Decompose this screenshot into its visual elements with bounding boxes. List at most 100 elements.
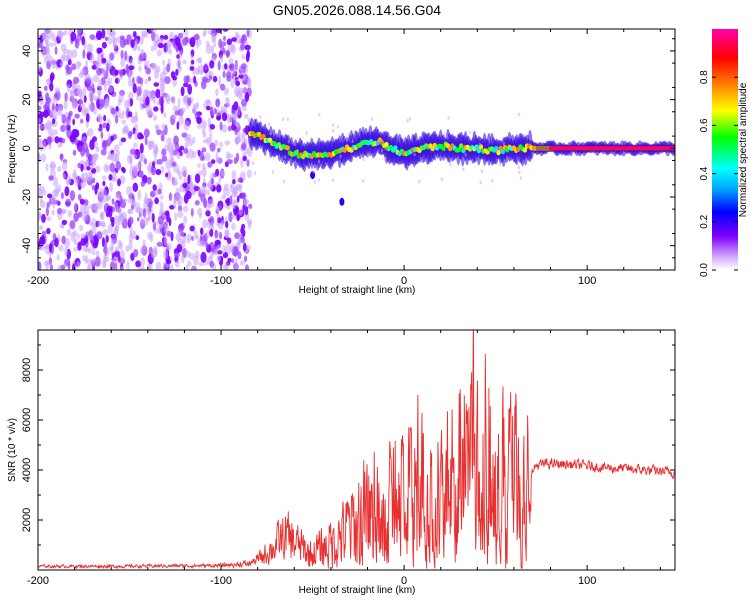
- noise-blob: [142, 208, 147, 218]
- noise-blob: [107, 63, 112, 70]
- noise-blob: [216, 184, 222, 193]
- noise-blob: [212, 75, 218, 83]
- x-tick-label: 0: [401, 575, 407, 587]
- colorbar-tick-label: 0.2: [699, 214, 710, 228]
- noise-blob: [192, 105, 196, 115]
- noise-blob: [186, 238, 191, 244]
- noise-blob: [74, 202, 78, 211]
- noise-blob: [75, 60, 81, 70]
- noise-blob: [221, 170, 225, 177]
- noise-blob: [182, 205, 189, 213]
- noise-blob: [182, 182, 188, 189]
- noise-blob: [177, 200, 181, 206]
- noise-blob: [162, 249, 169, 260]
- noise-blob: [107, 77, 113, 84]
- noise-blob: [85, 247, 89, 253]
- noise-blob: [172, 96, 176, 105]
- noise-blob: [246, 29, 250, 37]
- noise-blob: [235, 183, 241, 191]
- track-core-high: [578, 146, 581, 151]
- x-tick-label: 100: [578, 575, 596, 587]
- noise-blob: [63, 100, 68, 110]
- noise-blob: [115, 105, 119, 112]
- faint-speckle: [253, 171, 257, 175]
- faint-speckle: [408, 117, 411, 121]
- noise-blob: [160, 104, 164, 114]
- noise-blob: [166, 137, 172, 145]
- noise-blob: [184, 141, 189, 149]
- track-core-high: [554, 146, 558, 151]
- noise-blob: [91, 217, 97, 228]
- noise-blob: [214, 249, 219, 254]
- noise-blob: [39, 195, 43, 204]
- noise-blob: [139, 134, 144, 140]
- noise-blob: [231, 73, 235, 80]
- noise-blob: [119, 35, 125, 41]
- track-core-high: [579, 146, 583, 151]
- track-core-high: [556, 146, 559, 151]
- noise-blob: [155, 88, 161, 99]
- noise-blob: [97, 127, 103, 132]
- track-core-high: [572, 146, 576, 151]
- noise-blob: [158, 95, 162, 105]
- noise-blob: [225, 221, 229, 229]
- noise-blob: [197, 239, 203, 247]
- faint-speckle: [462, 167, 465, 171]
- noise-blob: [85, 113, 90, 123]
- noise-blob: [101, 29, 106, 39]
- noise-blob: [120, 58, 125, 68]
- noise-blob: [112, 175, 117, 182]
- noise-blob: [92, 136, 97, 143]
- noise-blob: [224, 63, 228, 70]
- noise-blob: [201, 163, 206, 170]
- noise-blob: [156, 129, 162, 136]
- noise-blob: [49, 82, 54, 92]
- noise-blob: [241, 142, 247, 151]
- track-core-high: [625, 146, 629, 151]
- faint-speckle: [271, 170, 275, 174]
- noise-blob: [203, 29, 207, 36]
- noise-blob: [159, 201, 164, 212]
- noise-blob: [219, 121, 223, 131]
- noise-blob: [223, 186, 226, 198]
- noise-blob: [172, 181, 179, 186]
- faint-speckle: [380, 148, 384, 153]
- noise-blob: [161, 148, 167, 157]
- noise-blob: [77, 145, 84, 153]
- noise-blob: [210, 172, 215, 182]
- noise-blob: [98, 221, 103, 227]
- noise-blob: [166, 243, 172, 251]
- faint-speckle: [449, 162, 452, 167]
- noise-blob: [214, 139, 219, 147]
- noise-blob: [60, 209, 66, 215]
- noise-blob: [205, 105, 211, 111]
- noise-blob: [60, 192, 64, 200]
- faint-speckle: [447, 116, 450, 120]
- noise-blob: [233, 246, 239, 257]
- noise-blob: [66, 83, 71, 93]
- noise-blob: [38, 105, 42, 111]
- noise-blob: [114, 250, 120, 258]
- noise-blob: [198, 261, 205, 267]
- track-core-high: [638, 146, 642, 151]
- noise-blob: [64, 258, 71, 267]
- noise-blob: [222, 244, 226, 254]
- noise-blob: [69, 134, 76, 143]
- x-tick-label: -200: [27, 275, 49, 287]
- noise-blob: [153, 69, 159, 80]
- faint-speckle: [259, 115, 262, 119]
- noise-blob: [205, 44, 212, 55]
- noise-blob: [238, 208, 243, 216]
- track-core-high: [634, 146, 638, 151]
- figure-title: GN05.2026.088.14.56.G04: [273, 2, 441, 18]
- faint-speckle: [332, 128, 335, 133]
- noise-blob: [65, 198, 72, 208]
- noise-blob: [149, 93, 153, 102]
- noise-blob: [227, 153, 234, 159]
- noise-blob: [59, 223, 65, 229]
- track-core-high: [645, 146, 649, 151]
- noise-blob: [96, 231, 103, 240]
- noise-blob: [226, 38, 233, 46]
- noise-blob: [161, 155, 168, 162]
